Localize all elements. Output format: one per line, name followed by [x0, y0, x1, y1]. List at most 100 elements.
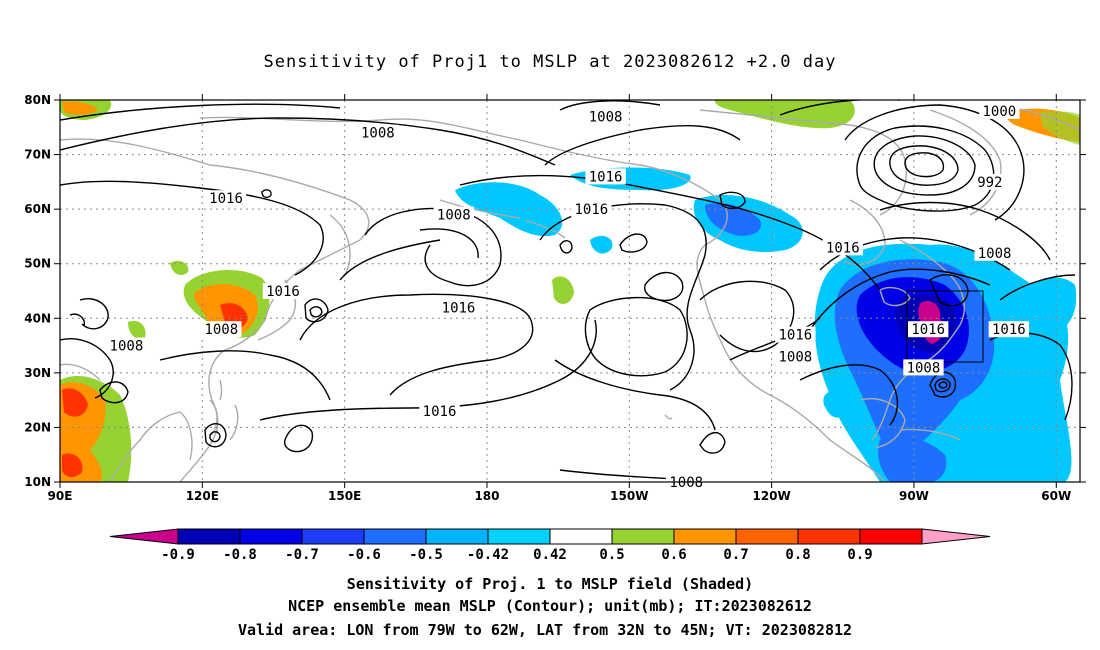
lon-tick-label: 90E	[48, 489, 73, 503]
isobar-label-bg	[979, 102, 1020, 119]
shade-green-pac-e	[552, 276, 574, 304]
coast-lakes	[879, 286, 911, 307]
figure-title: Sensitivity of Proj1 to MSLP at 20230826…	[264, 52, 837, 72]
lon-tick-label: 90W	[899, 489, 929, 503]
coast-taiwan	[219, 379, 223, 401]
lat-tick-label: 40N	[24, 311, 51, 325]
isobar-label-bg	[903, 359, 944, 376]
shade-green-bay	[128, 320, 146, 340]
shade-blue-pac-speck	[590, 235, 613, 254]
isobar-label: 1008	[361, 126, 395, 142]
isobar-label-bg	[822, 239, 863, 256]
colorbar-box	[425, 528, 489, 545]
isobar-label: 1016	[826, 240, 860, 256]
colorbar-label: -0.7	[285, 547, 319, 563]
colorbar-box	[611, 528, 675, 545]
isobar-label-bg	[262, 283, 304, 299]
colorbar-label: 0.7	[723, 547, 748, 563]
isobar-label-bg	[973, 173, 1006, 190]
shade-green-japan-n	[170, 260, 189, 275]
shade-orange-siberia	[62, 101, 98, 115]
lat-tick-label: 80N	[24, 93, 51, 107]
coast-indochina	[109, 411, 193, 482]
shade-blue-gulf	[878, 435, 947, 482]
isobar-label: 1008	[204, 322, 238, 338]
shade-blue-mex	[823, 389, 850, 418]
isobar-label: 1016	[266, 284, 300, 300]
shade-green-greenland	[1040, 111, 1080, 145]
coast-cuba	[899, 428, 961, 441]
colorbar-label: 0.9	[847, 547, 872, 563]
isobar-label: 1016	[442, 300, 476, 316]
lat-tick-label: 10N	[24, 475, 51, 489]
lon-tick-label: 180	[474, 489, 499, 503]
colorbar-box	[301, 528, 365, 545]
colorbar-label: 0.8	[785, 547, 810, 563]
isobar-label-bg	[433, 206, 474, 223]
isobar-label-bg	[988, 321, 1030, 338]
isobar-label-bg	[201, 321, 242, 338]
lat-tick-label: 30N	[24, 366, 51, 380]
isobar-label: 1016	[209, 191, 243, 207]
lat-tick-label: 60N	[24, 202, 51, 216]
isobar-labels: 1008 1016 1016 1008 1008 1008 1016 1016 1008 1016…	[106, 102, 1030, 491]
isobar-label: 1008	[437, 208, 471, 224]
isobar-label: 1016	[589, 169, 623, 185]
coast-alaska	[519, 139, 886, 482]
isobars	[60, 100, 1076, 481]
isobar-label-bg	[585, 108, 626, 125]
shade-red-india-s	[62, 453, 83, 478]
coast-arctic-asia	[199, 116, 521, 141]
isobar-label-bg	[106, 337, 147, 354]
lon-tick-label: 150W	[610, 489, 648, 503]
map-frame	[59, 99, 1081, 483]
coast-aleutians	[439, 199, 566, 239]
lon-tick-label: 150E	[328, 489, 361, 503]
graticule	[60, 100, 1080, 482]
lat-tick-label: 20N	[24, 420, 51, 434]
isobar-label-bg	[907, 321, 949, 338]
colorbar-label: -0.5	[409, 547, 443, 563]
isobar-label: 1016	[574, 202, 608, 218]
colorbar-box	[549, 528, 613, 545]
isobar-label-bg	[585, 168, 626, 185]
shade-green-pac-w	[553, 285, 561, 296]
shade-red-india	[62, 388, 88, 417]
colorbar-box	[859, 528, 923, 545]
isobar-label-bg	[974, 244, 1015, 261]
colorbar: -0.9 -0.8 -0.7 -0.6 -0.5 -0.42 0.42 0.5 0.6 0.7 0.…	[109, 528, 991, 563]
isobar-label-bg	[571, 201, 612, 218]
colorbar-label: -0.6	[347, 547, 381, 563]
isobar-label-bg	[775, 348, 816, 365]
coastlines	[60, 104, 1080, 482]
map-panel: 1008 1016 1016 1008 1008 1008 1016 1016 1008 1016…	[59, 99, 1081, 491]
coast-gulf	[859, 398, 906, 449]
colorbar-box	[363, 528, 427, 545]
isobar-label: 1008	[669, 475, 703, 491]
valid-area-box	[906, 290, 984, 363]
coast-kamchatka	[329, 214, 351, 276]
isobar-label-bg	[438, 299, 479, 316]
colorbar-label: 0.6	[661, 547, 686, 563]
colorbar-box	[487, 528, 551, 545]
isobar-label: 1008	[978, 246, 1012, 262]
colorbar-box	[735, 528, 799, 545]
colorbar-label: -0.9	[161, 547, 195, 563]
isobar-label-bg	[419, 403, 460, 420]
lon-tick-label: 120W	[752, 489, 790, 503]
coast-india	[60, 363, 101, 381]
caption-line-2: NCEP ensemble mean MSLP (Contour); unit(…	[288, 597, 812, 615]
colorbar-box	[673, 528, 737, 545]
isobar-label: 1008	[778, 349, 812, 365]
isobar-label: 1000	[982, 104, 1016, 120]
colorbar-box	[239, 528, 303, 545]
caption-line-3: Valid area: LON from 79W to 62W, LAT fro…	[238, 621, 852, 639]
shade-blue-bering	[455, 182, 563, 237]
coast-canada-arctic	[699, 109, 907, 216]
isobar-label: 1016	[778, 328, 812, 344]
isobar-label: 1016	[992, 322, 1026, 338]
isobar-label: 1008	[907, 360, 941, 376]
shade-green-arctic-na	[714, 100, 855, 129]
